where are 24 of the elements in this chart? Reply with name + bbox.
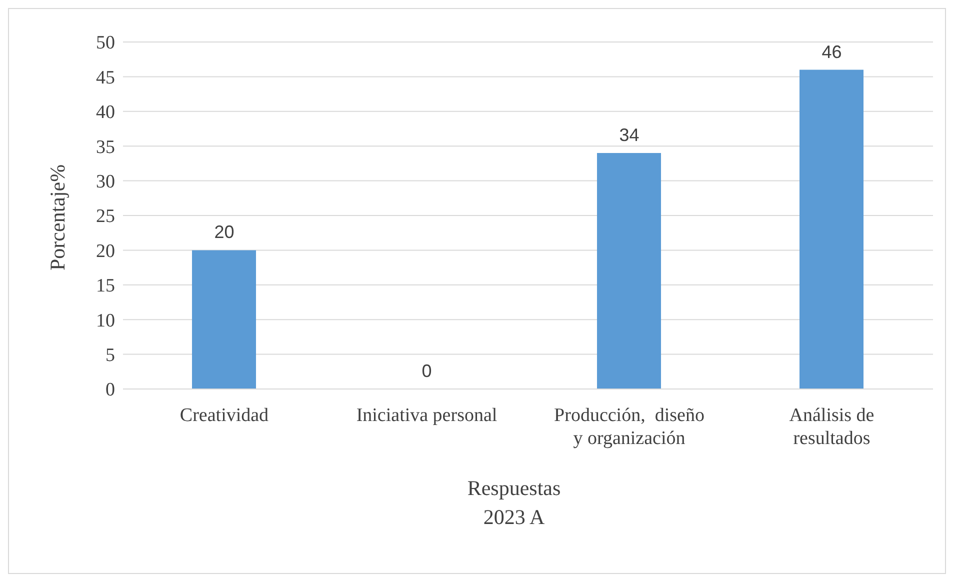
x-tick-label: Creatividad <box>180 405 270 426</box>
y-tick-label: 50 <box>96 32 115 54</box>
y-tick-label: 25 <box>96 206 115 228</box>
data-label: 0 <box>422 361 432 381</box>
x-axis-title: Respuestas 2023 A <box>466 475 562 531</box>
x-tick-label: Producción, diseño y organización <box>554 405 704 449</box>
y-tick-label: 35 <box>96 136 115 158</box>
data-label: 20 <box>214 222 234 242</box>
data-label: 34 <box>619 125 640 146</box>
x-tick-label: Iniciativa personal <box>356 405 498 426</box>
y-tick-label: 15 <box>96 276 115 297</box>
bar <box>800 70 864 389</box>
y-tick-label: 30 <box>96 172 115 193</box>
y-tick-label: 40 <box>96 102 115 124</box>
y-tick-label: 10 <box>96 310 115 332</box>
y-tick-label: 0 <box>106 380 115 401</box>
x-tick-label: Análisis de resultados <box>789 405 874 449</box>
y-axis-title: Porcentaje% <box>45 164 70 270</box>
bar <box>192 250 256 389</box>
bar <box>597 153 661 389</box>
y-tick-label: 20 <box>96 240 115 262</box>
y-tick-label: 45 <box>96 67 115 88</box>
y-tick-label: 5 <box>106 345 115 366</box>
data-label: 46 <box>822 42 842 62</box>
